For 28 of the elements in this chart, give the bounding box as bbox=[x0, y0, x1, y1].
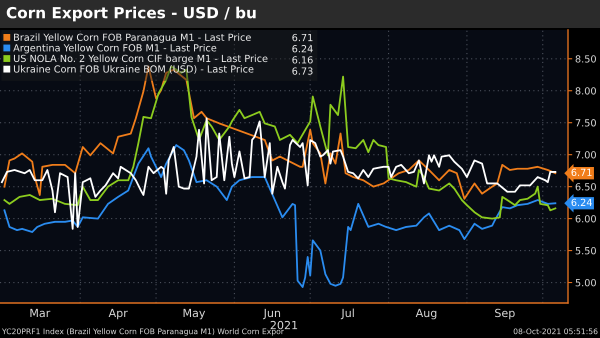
annotation: 6.24 bbox=[292, 45, 313, 52]
y-tick-label: 5.00 bbox=[576, 279, 596, 286]
y-tick-label: 7.00 bbox=[576, 151, 596, 159]
x-axis-title: 2021 bbox=[270, 320, 298, 330]
annotation: 6.71 bbox=[292, 34, 312, 42]
y-tick-label: 6.50 bbox=[576, 183, 596, 190]
annotation: 6.16 bbox=[292, 56, 313, 64]
x-tick-label: Sep bbox=[495, 308, 515, 320]
legend-label: US NOLA No. 2 Yellow Corn CIF barge M1 - Last Price bbox=[14, 54, 268, 64]
chart-title: Corn Export Prices - USD / bu bbox=[6, 6, 256, 22]
line-series bbox=[0, 117, 556, 230]
x-tick-label: Jul bbox=[340, 308, 354, 320]
y-tick-label: 6.00 bbox=[576, 215, 596, 222]
x-tick-label: May bbox=[184, 308, 206, 320]
annotation: 6.73 bbox=[292, 67, 313, 75]
x-tick-label: Mar bbox=[30, 308, 50, 318]
legend-label: Argentina Yellow Corn FOB M1 - Last Price bbox=[13, 44, 216, 54]
x-tick-label: Apr bbox=[108, 308, 128, 320]
y-tick-label: 5.50 bbox=[576, 247, 596, 254]
x-tick-label: Jun bbox=[263, 308, 280, 320]
legend-label: Brazil Yellow Corn FOB Paranagua M1 - Last Price bbox=[14, 33, 251, 43]
y-tick-label: 8.50 bbox=[576, 55, 596, 63]
x-tick-label: Aug bbox=[416, 308, 436, 320]
annotation: 6.71 bbox=[572, 168, 592, 176]
y-tick-label: 8.00 bbox=[576, 87, 596, 95]
annotation: 6.24 bbox=[572, 198, 592, 206]
y-tick-label: 7.50 bbox=[576, 119, 596, 127]
line-series bbox=[4, 144, 556, 288]
